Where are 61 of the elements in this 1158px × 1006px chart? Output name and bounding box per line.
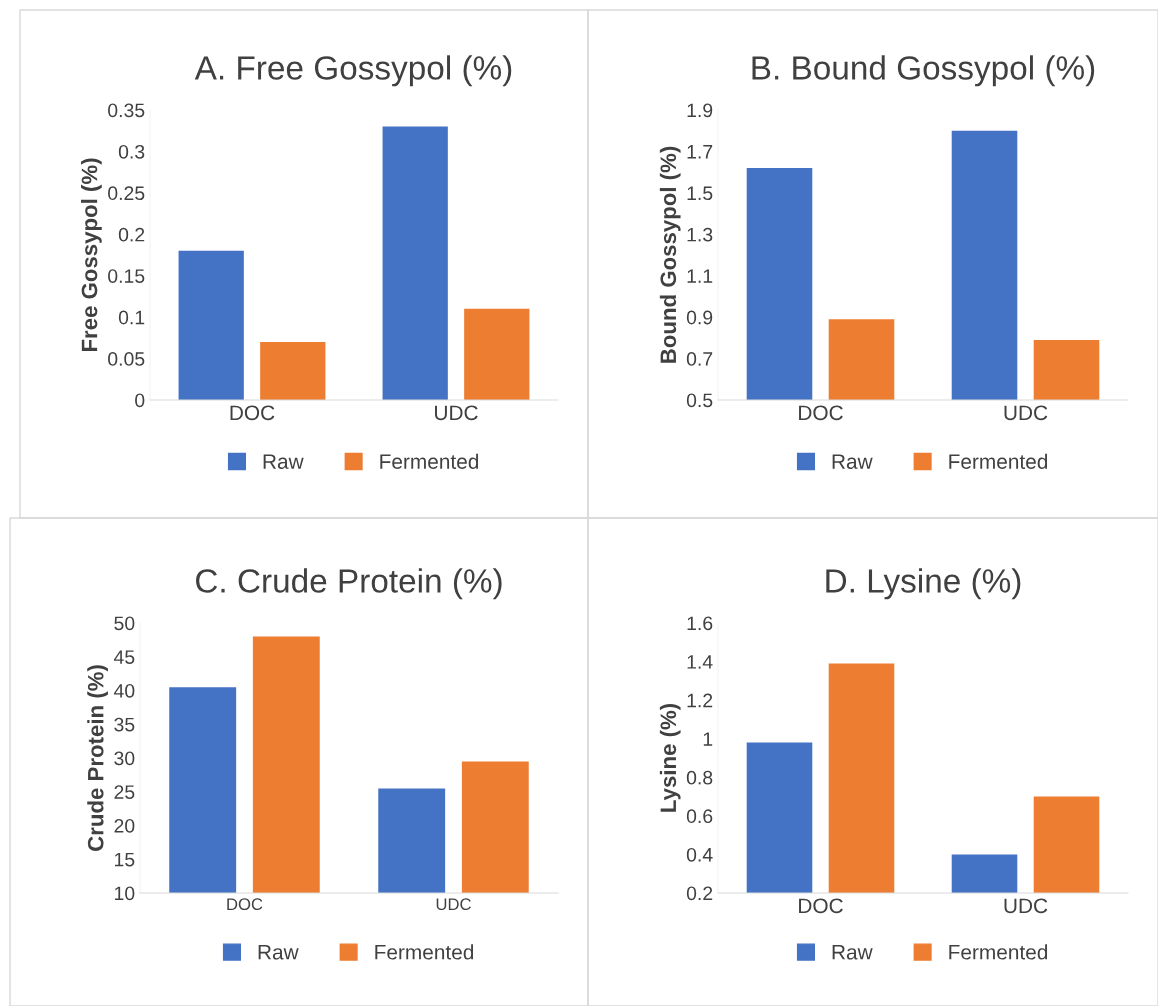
y-tick-label: 50 — [114, 616, 135, 631]
y-tick-label: 0.8 — [686, 770, 713, 785]
y-tick-label: 0 — [135, 393, 145, 408]
y-tick-label: 1.3 — [687, 227, 713, 242]
y-tick-label: 20 — [114, 818, 135, 833]
bar — [464, 308, 530, 400]
y-tick-label: 1.6 — [687, 616, 713, 631]
bar — [178, 250, 244, 400]
y-tick-label: 0.7 — [686, 352, 713, 366]
x-tick-label: UDC — [1004, 898, 1048, 914]
legend-label: Raw — [263, 454, 304, 469]
y-tick-label: 0.6 — [686, 809, 713, 824]
y-tick-label: 0.05 — [108, 352, 145, 366]
y-tick-label: 1.5 — [687, 186, 713, 201]
y-tick-label: 15 — [115, 852, 135, 867]
y-tick-label: 10 — [115, 886, 135, 901]
y-tick-label: 1 — [703, 732, 713, 746]
y-axis-title: Bound Gossypol (%) — [659, 146, 681, 363]
y-tick-label: 0.15 — [108, 269, 145, 283]
y-tick-label: 0.2 — [118, 227, 145, 242]
y-tick-label: 0.4 — [686, 847, 713, 862]
x-tick-label: DOC — [799, 405, 843, 421]
y-tick-label: 1.7 — [687, 145, 713, 159]
x-tick-label: UDC — [1004, 405, 1048, 421]
chart-title: D. Lysine (%) — [826, 568, 1021, 600]
y-tick-label: 1.4 — [687, 655, 713, 669]
y-tick-label: 0.1 — [118, 310, 145, 325]
x-tick-label: DOC — [227, 898, 263, 911]
x-tick-label: UDC — [435, 405, 478, 421]
y-tick-label: 45 — [113, 650, 135, 664]
y-axis-title: Crude Protein (%) — [87, 665, 108, 851]
chart-title: B. Bound Gossypol (%) — [752, 55, 1095, 87]
x-tick-label: DOC — [230, 405, 275, 421]
y-tick-label: 1.1 — [687, 269, 713, 283]
x-tick-label: DOC — [799, 898, 843, 914]
legend-label: Fermented — [949, 944, 1048, 960]
legend-label: Fermented — [949, 453, 1048, 469]
y-tick-label: 0.35 — [108, 103, 145, 118]
y-tick-label: 0.9 — [686, 310, 713, 325]
legend-label: Fermented — [380, 453, 479, 469]
y-tick-label: 1.2 — [687, 693, 713, 708]
bar — [382, 126, 448, 400]
y-tick-label: 30 — [114, 751, 135, 766]
legend-label: Raw — [258, 945, 299, 960]
y-axis-title: Free Gossypol (%) — [81, 158, 102, 352]
y-tick-label: 25 — [114, 785, 135, 799]
y-tick-label: 0.2 — [686, 886, 713, 901]
y-tick-label: 1.9 — [687, 103, 713, 118]
y-tick-label: 35 — [114, 717, 135, 732]
y-tick-label: 0.5 — [686, 393, 713, 408]
y-tick-label: 0.3 — [118, 144, 145, 159]
legend-label: Raw — [832, 945, 873, 960]
bar — [260, 342, 326, 400]
chart-title: C. Crude Protein (%) — [196, 568, 502, 600]
y-tick-label: 40 — [113, 683, 135, 698]
y-axis-title: Lysine (%) — [659, 703, 681, 812]
y-tick-label: 0.25 — [108, 186, 145, 201]
x-tick-label: UDC — [436, 898, 471, 911]
legend-label: Fermented — [375, 944, 474, 960]
legend-label: Raw — [832, 454, 873, 469]
chart-title: A. Free Gossypol (%) — [194, 55, 512, 87]
